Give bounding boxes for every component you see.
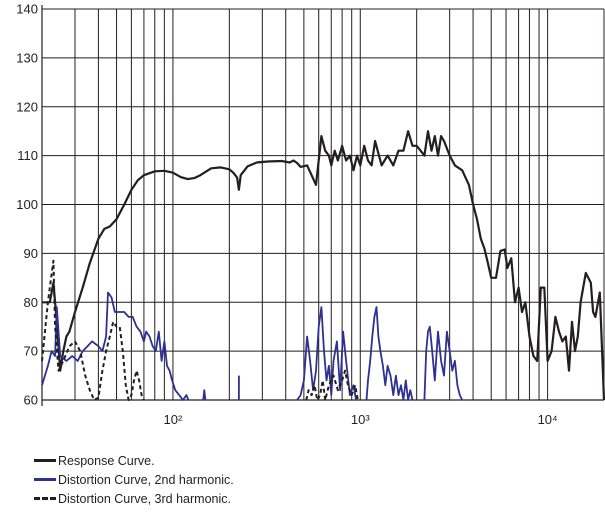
legend-item-3rd-harmonic: Distortion Curve, 3rd harmonic. bbox=[34, 489, 234, 508]
series-line-1 bbox=[202, 389, 207, 401]
series-line-1 bbox=[296, 306, 357, 401]
legend-item-response: Response Curve. bbox=[34, 451, 234, 470]
y-tick-label: 140 bbox=[16, 2, 38, 17]
legend-item-2nd-harmonic: Distortion Curve, 2nd harmonic. bbox=[34, 470, 234, 489]
y-tick-label: 100 bbox=[16, 197, 38, 212]
y-tick-label: 130 bbox=[16, 50, 38, 65]
x-tick-label: 10⁴ bbox=[538, 412, 558, 427]
legend-swatch-3rd-harmonic bbox=[34, 497, 56, 500]
series-line-1 bbox=[365, 306, 414, 401]
series-line-2 bbox=[305, 369, 359, 401]
y-tick-label: 60 bbox=[24, 393, 38, 408]
legend-swatch-2nd-harmonic bbox=[34, 478, 56, 481]
series-line-0 bbox=[42, 130, 605, 401]
y-tick-label: 70 bbox=[24, 344, 38, 359]
y-tick-label: 80 bbox=[24, 295, 38, 310]
legend-label-response: Response Curve. bbox=[58, 453, 155, 468]
legend-label-2nd-harmonic: Distortion Curve, 2nd harmonic. bbox=[58, 472, 234, 487]
series-line-1 bbox=[41, 291, 190, 401]
legend-label-3rd-harmonic: Distortion Curve, 3rd harmonic. bbox=[58, 491, 231, 506]
chart-legend: Response Curve. Distortion Curve, 2nd ha… bbox=[34, 451, 234, 508]
legend-swatch-response bbox=[34, 459, 56, 462]
y-tick-label: 120 bbox=[16, 99, 38, 114]
series-line-2 bbox=[41, 259, 145, 401]
y-tick-label: 90 bbox=[24, 246, 38, 261]
x-tick-label: 10² bbox=[164, 412, 183, 427]
series-line-1 bbox=[423, 325, 464, 401]
x-tick-label: 10³ bbox=[351, 412, 370, 427]
frequency-response-chart: 60 70 80 90 100 110 120 130 140 10² 10³ 10⁴ bbox=[16, 2, 605, 427]
y-tick-label: 110 bbox=[17, 148, 38, 163]
